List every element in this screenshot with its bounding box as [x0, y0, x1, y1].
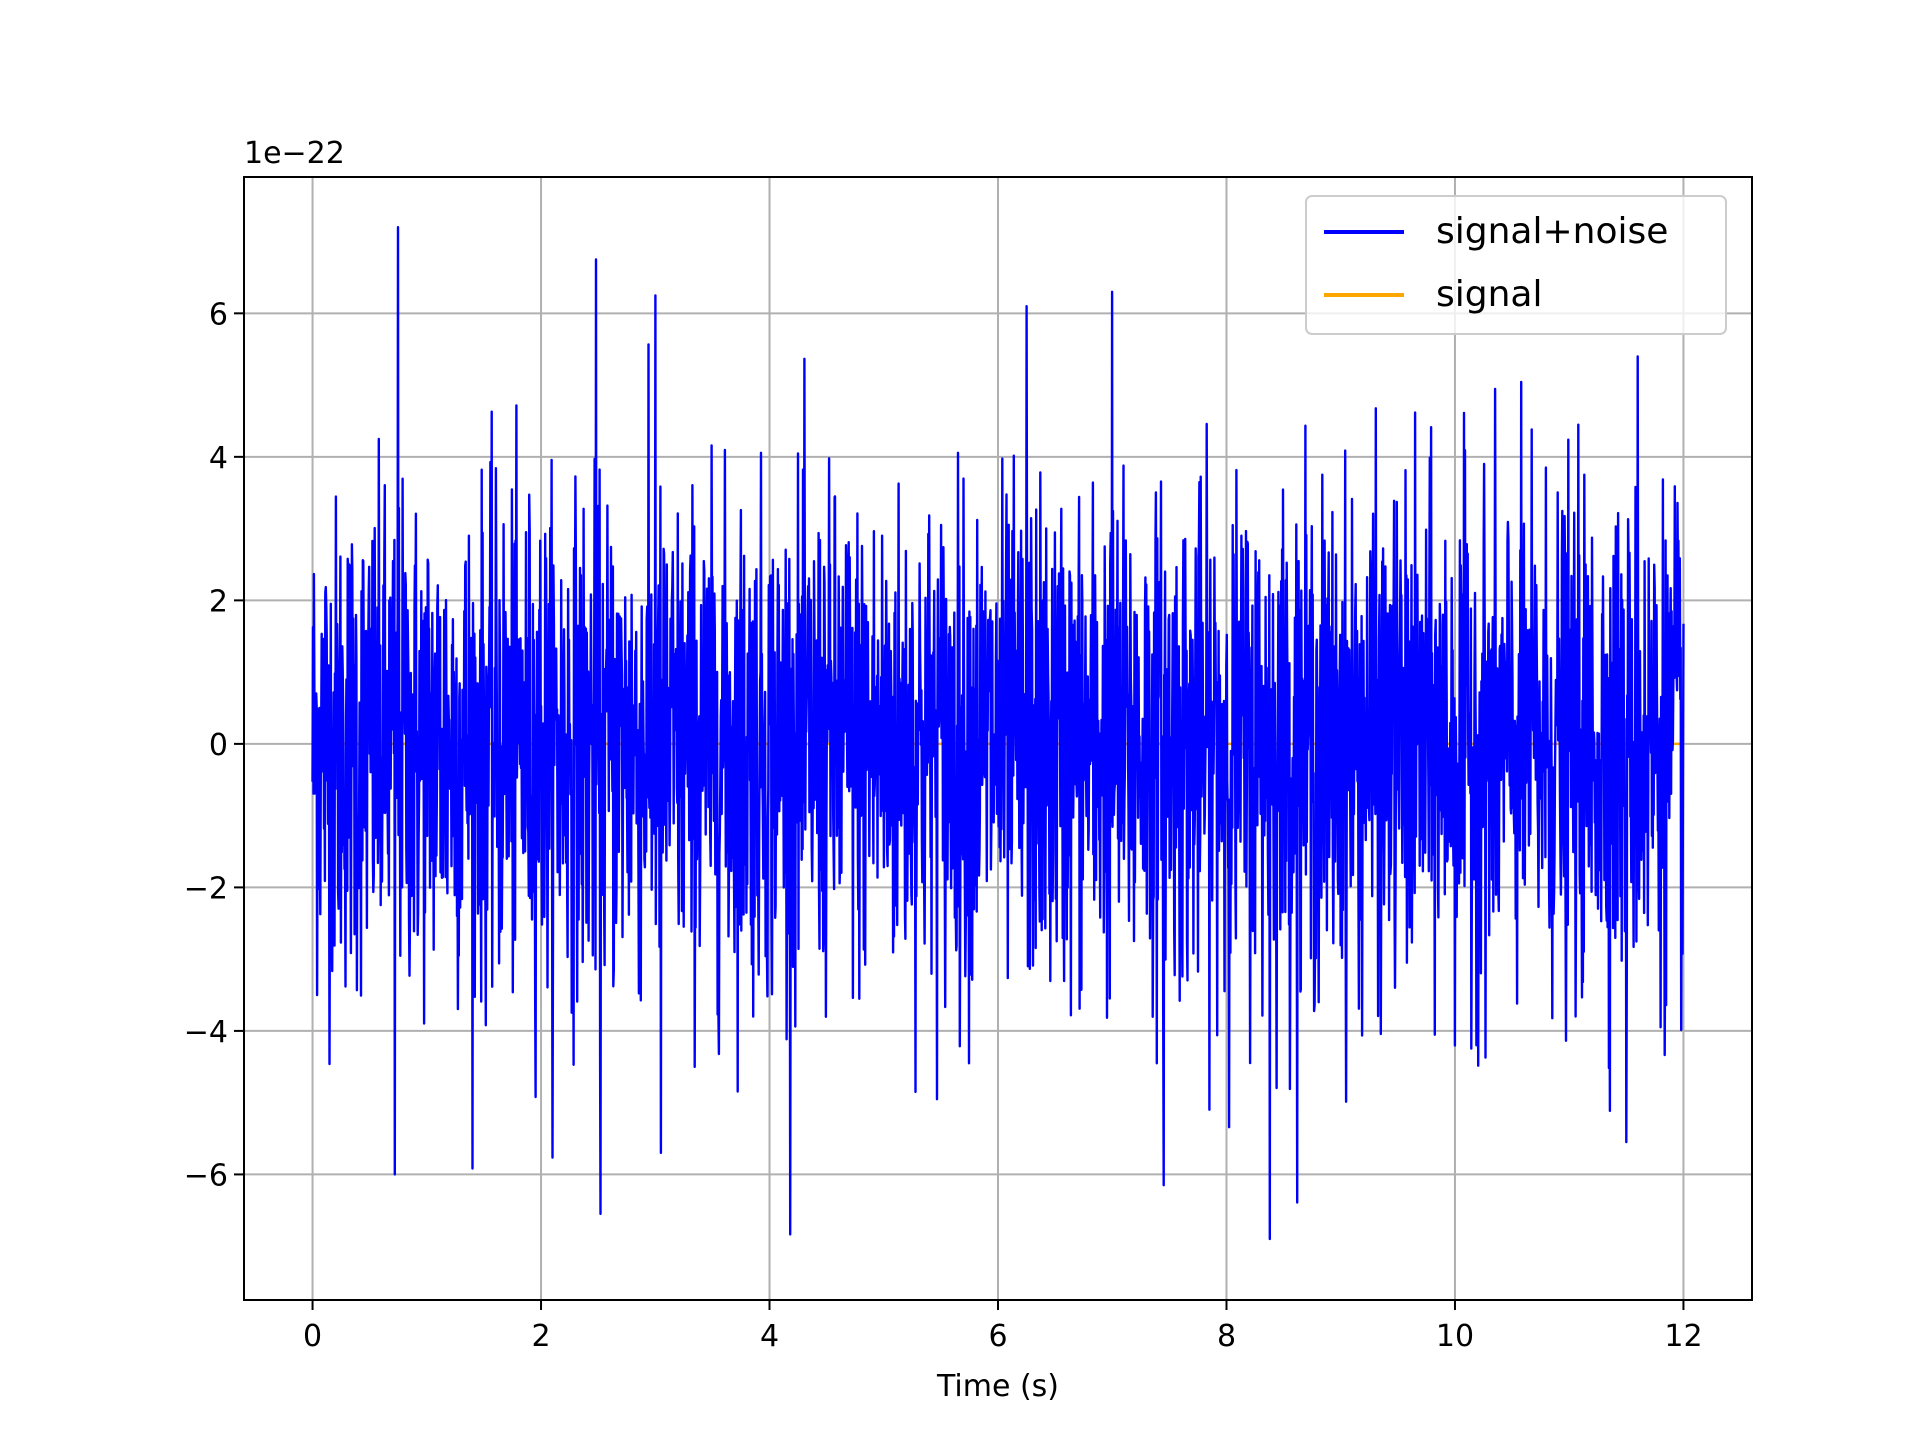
y-offset-label: 1e−22 [244, 136, 345, 171]
x-tick-label: 10 [1436, 1319, 1474, 1354]
legend-label: signal+noise [1436, 211, 1668, 252]
x-axis: 0 2 4 6 8 10 12 [303, 1300, 1703, 1354]
x-tick-label: 0 [303, 1319, 322, 1354]
y-tick-label: 2 [209, 584, 228, 619]
y-tick-label: 0 [209, 728, 228, 763]
y-tick-label: 4 [209, 441, 228, 476]
y-tick-label: −2 [184, 871, 228, 906]
legend: signal+noise signal [1305, 195, 1727, 335]
legend-box [1305, 195, 1727, 335]
y-tick-label: 6 [209, 297, 228, 332]
plot-series [311, 226, 1685, 1241]
x-tick-label: 8 [1217, 1319, 1236, 1354]
x-tick-label: 2 [531, 1319, 550, 1354]
x-tick-label: 6 [988, 1319, 1007, 1354]
y-tick-label: −6 [184, 1158, 228, 1193]
series-line-signal-noise [311, 226, 1685, 1241]
x-tick-label: 12 [1664, 1319, 1702, 1354]
y-axis: −6 −4 −2 0 2 4 6 [184, 297, 244, 1193]
y-tick-label: −4 [184, 1015, 228, 1050]
x-axis-label: Time (s) [936, 1369, 1059, 1404]
x-tick-label: 4 [760, 1319, 779, 1354]
legend-label: signal [1436, 274, 1543, 315]
